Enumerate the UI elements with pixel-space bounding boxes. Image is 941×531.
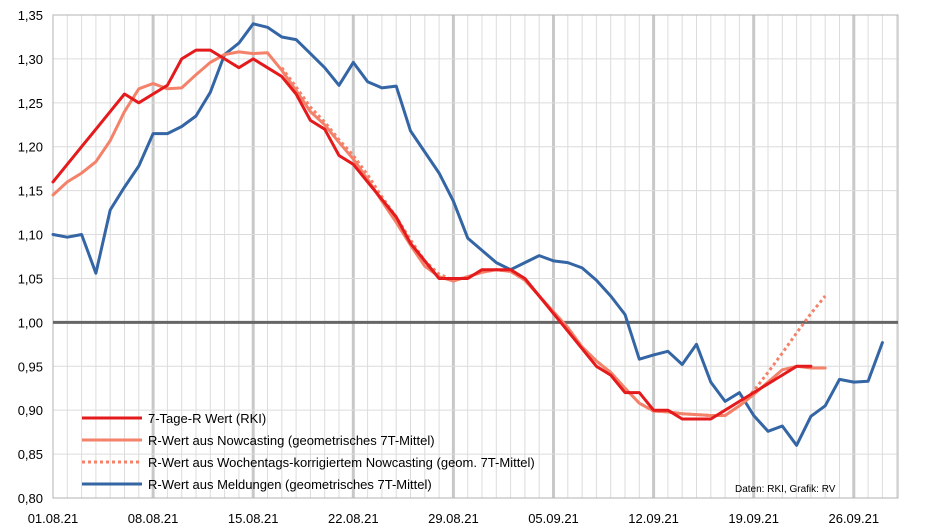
y-tick-label: 1,00 xyxy=(18,315,43,330)
credit-text: Daten: RKI, Grafik: RV xyxy=(735,484,836,495)
x-tick-label: 22.08.21 xyxy=(328,511,379,526)
legend-label-rki: 7-Tage-R Wert (RKI) xyxy=(148,411,266,426)
y-tick-label: 0,95 xyxy=(18,359,43,374)
series-line-0 xyxy=(51,48,813,421)
y-tick-label: 1,20 xyxy=(18,140,43,155)
series-layer xyxy=(51,22,884,447)
series-line-2 xyxy=(280,66,827,417)
x-tick-label: 26.09.21 xyxy=(828,511,879,526)
x-tick-labels: 01.08.21 08.08.21 15.08.21 22.08.21 29.08.21… xyxy=(28,511,879,526)
legend: 7-Tage-R Wert (RKI) R-Wert aus Nowcastin… xyxy=(82,411,535,492)
y-tick-label: 0,90 xyxy=(18,403,43,418)
x-tick-label: 29.08.21 xyxy=(428,511,479,526)
y-tick-label: 1,30 xyxy=(18,52,43,67)
y-tick-label: 1,25 xyxy=(18,96,43,111)
y-tick-label: 1,10 xyxy=(18,228,43,243)
y-tick-label: 0,85 xyxy=(18,447,43,462)
y-tick-labels: 0,80 0,85 0,90 0,95 1,00 1,05 1,10 1,15 1,20 1,25… xyxy=(18,8,43,506)
plot-area-border xyxy=(52,14,899,499)
x-tick-label: 15.08.21 xyxy=(228,511,279,526)
legend-label-corrected-nowcasting: R-Wert aus Wochentags-korrigiertem Nowca… xyxy=(148,455,535,470)
y-tick-label: 1,15 xyxy=(18,184,43,199)
x-tick-label: 01.08.21 xyxy=(28,511,79,526)
y-tick-label: 1,05 xyxy=(18,271,43,286)
y-tick-label: 1,35 xyxy=(18,8,43,23)
legend-label-nowcasting: R-Wert aus Nowcasting (geometrisches 7T-… xyxy=(148,433,435,448)
legend-label-meldungen: R-Wert aus Meldungen (geometrisches 7T-M… xyxy=(148,477,432,492)
x-tick-label: 05.09.21 xyxy=(528,511,579,526)
x-tick-label: 12.09.21 xyxy=(628,511,679,526)
vertical-gridlines xyxy=(66,15,898,498)
y-tick-label: 0,80 xyxy=(18,491,43,506)
x-tick-label: 08.08.21 xyxy=(128,511,179,526)
x-tick-label: 19.09.21 xyxy=(728,511,779,526)
